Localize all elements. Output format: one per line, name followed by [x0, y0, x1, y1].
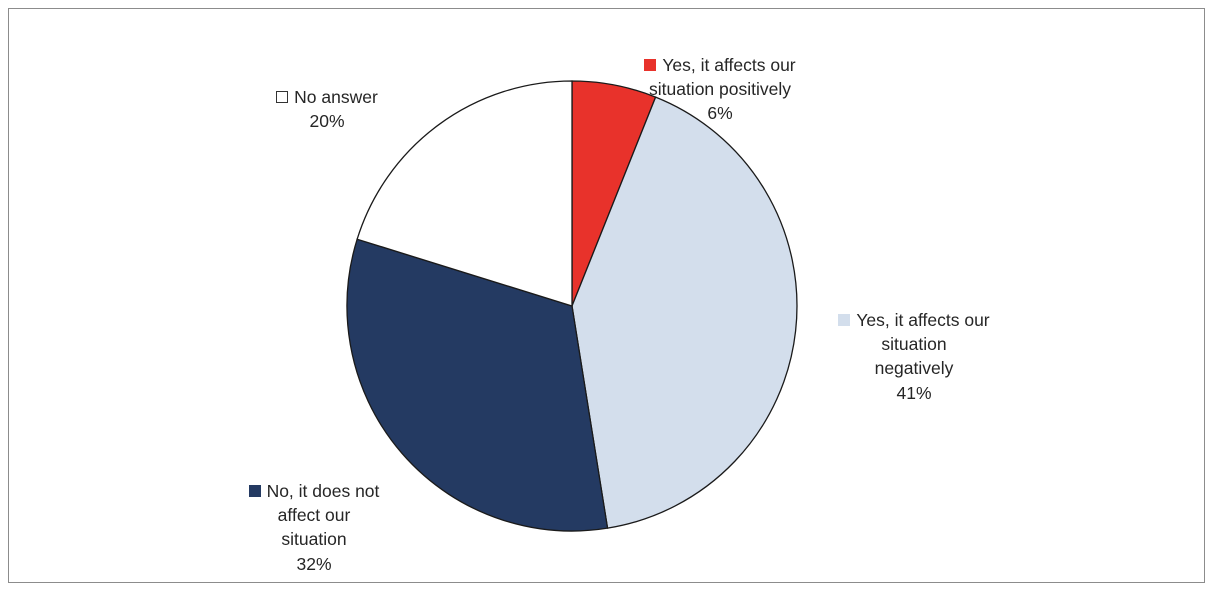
slice-value-no-answer: 20% [309, 111, 345, 132]
no-effect-color-marker [248, 485, 261, 498]
no-answer-color-marker [276, 91, 289, 104]
negative-color-marker [838, 314, 851, 327]
slice-label-no-answer-text: No answer [294, 87, 378, 108]
chart-frame: Yes, it affects our situation positively… [8, 8, 1205, 583]
slice-label-no-effect: No, it does not affect our situation 32% [214, 455, 414, 600]
slice-label-no-answer: No answer 20% [237, 61, 417, 158]
slice-value-positive: 6% [707, 103, 733, 124]
slice-label-negative-text: Yes, it affects our situation negatively [856, 310, 990, 379]
slice-value-negative: 41% [896, 382, 932, 403]
slice-label-no-effect-text: No, it does not affect our situation [266, 481, 380, 550]
pie-slice-negative [571, 96, 798, 529]
slice-label-positive-text: Yes, it affects our situation positively [648, 55, 796, 100]
slice-label-positive: Yes, it affects our situation positively… [605, 29, 835, 150]
pie-slice-no-effect [346, 238, 609, 532]
slice-label-negative: Yes, it affects our situation negatively… [814, 284, 1014, 429]
slice-value-no-effect: 32% [296, 553, 332, 574]
positive-color-marker [644, 59, 657, 72]
pie-chart [346, 80, 798, 532]
pie-slice-no-answer [356, 80, 573, 307]
